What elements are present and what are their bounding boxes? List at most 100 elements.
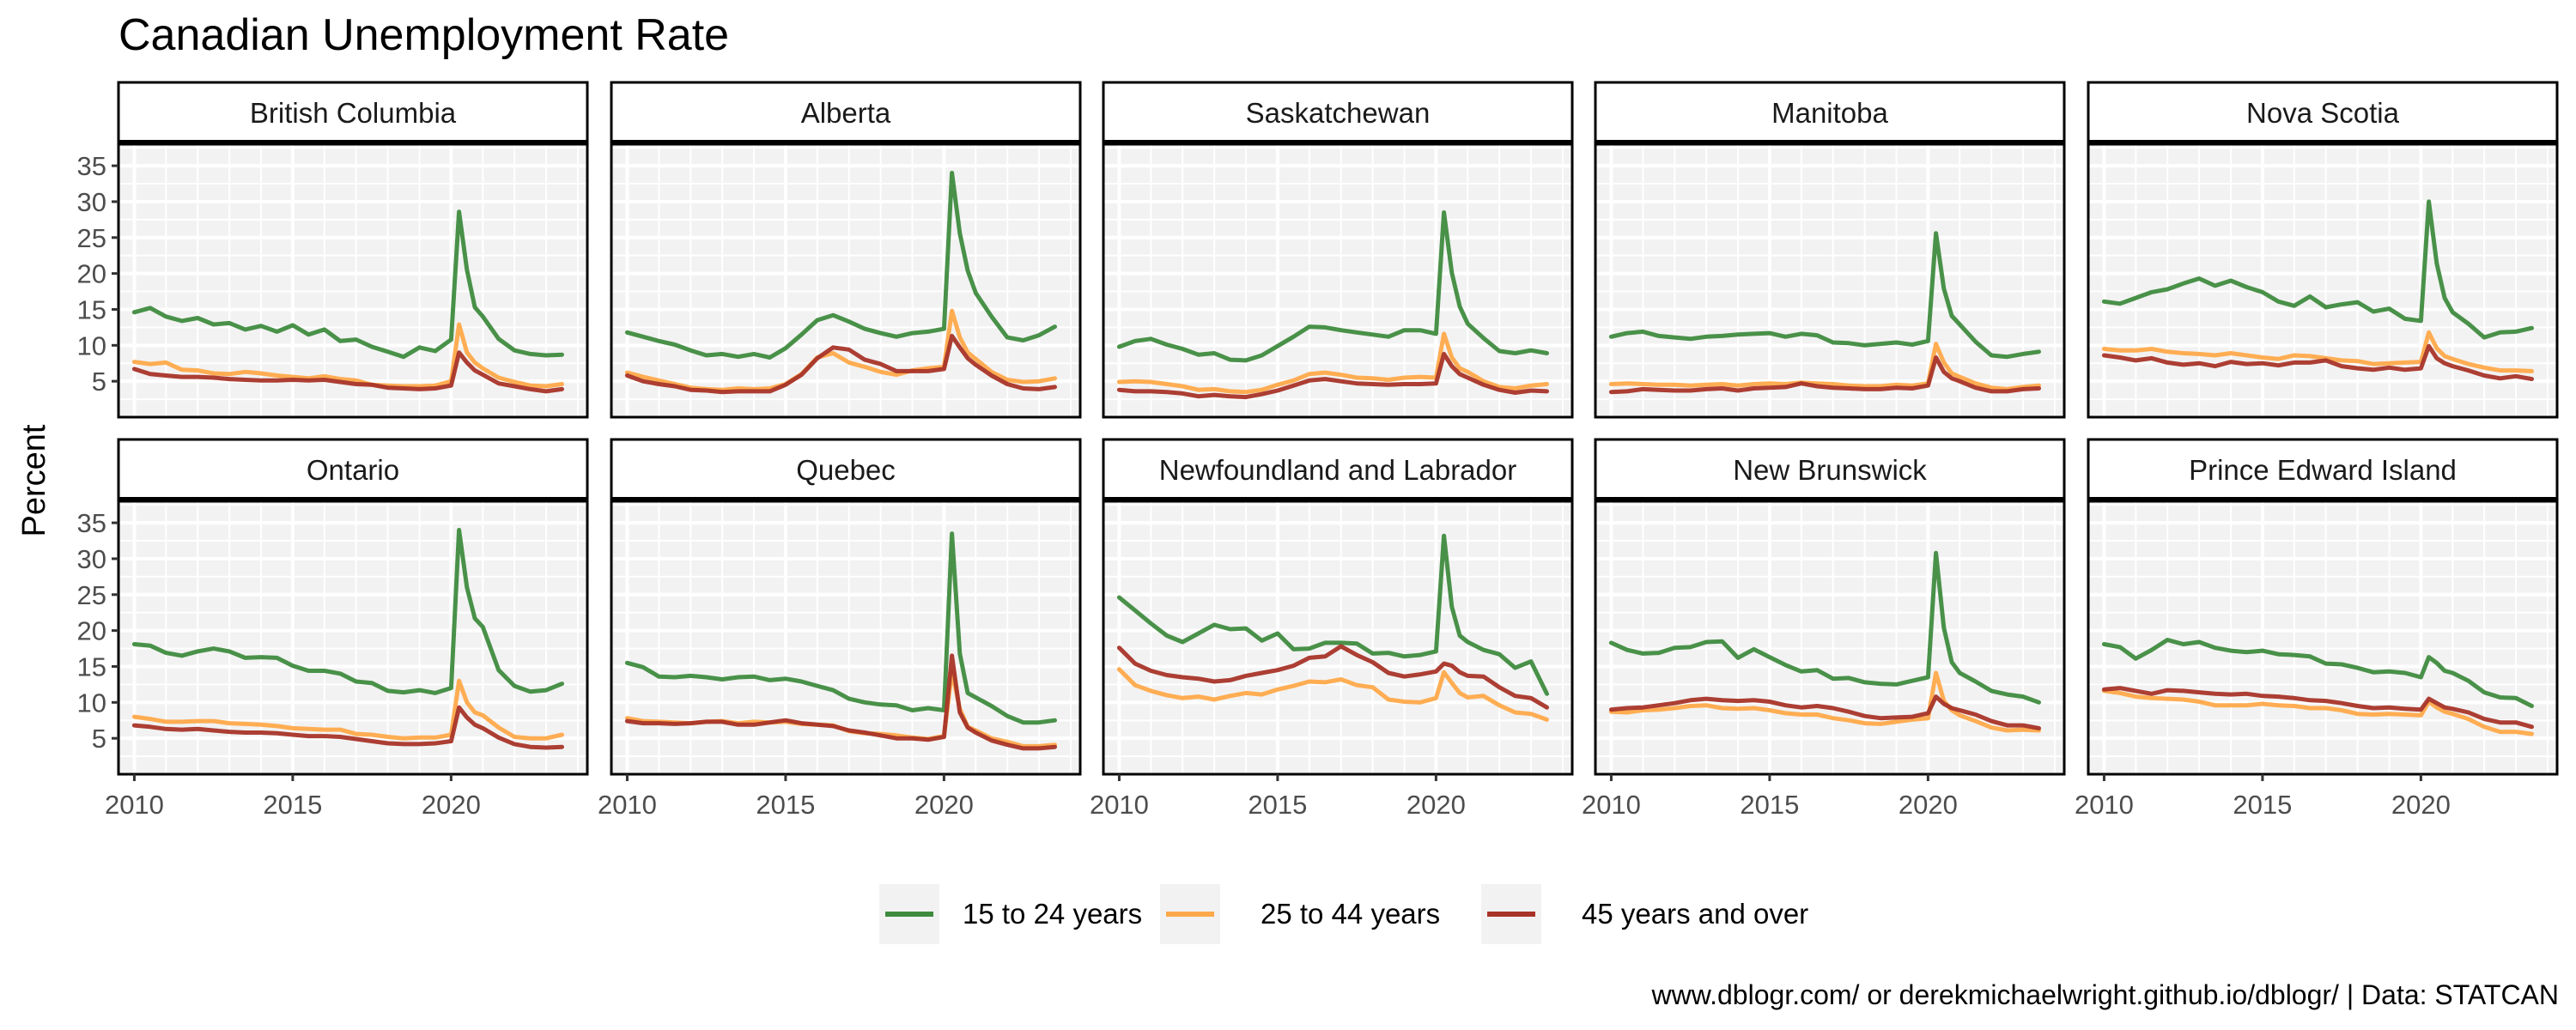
y-tick-label: 5 (92, 367, 106, 397)
legend-label: 25 to 44 years (1261, 898, 1440, 930)
series-line-1 (1116, 533, 1549, 696)
series-line-2 (1116, 667, 1549, 722)
series-line-1 (131, 528, 564, 695)
series-line-1 (1116, 210, 1549, 363)
panel-border (1594, 142, 2066, 419)
facet-panel: Ontario 5 10 15 20 25 30 35 2010 2015 2020 (77, 438, 589, 820)
x-tick-label: 2010 (1090, 790, 1149, 820)
x-tick-label: 2020 (914, 790, 974, 820)
series-line-3 (2101, 686, 2534, 730)
facet-label: Nova Scotia (2246, 97, 2400, 129)
panel-border (1594, 500, 2066, 776)
y-tick-label: 10 (77, 330, 106, 360)
x-tick-label: 2010 (1582, 790, 1641, 820)
facet-label: Quebec (796, 454, 896, 486)
y-tick-label: 15 (77, 294, 106, 324)
plot-background (1103, 144, 1572, 417)
series-line-3 (131, 705, 564, 750)
facet-label: Manitoba (1771, 97, 1888, 129)
chart-caption: www.dblogr.com/ or derekmichaelwright.gi… (1651, 979, 2559, 1010)
facet-panel: Alberta (610, 81, 1082, 419)
series-line-2 (2101, 330, 2534, 373)
facet-label: Alberta (801, 97, 891, 129)
facet-panel: Prince Edward Island 2010 2015 2020 (2075, 438, 2559, 820)
facet-label: British Columbia (250, 97, 457, 129)
x-tick-label: 2020 (422, 790, 481, 820)
legend-label: 45 years and over (1582, 898, 1808, 930)
facet-panels: British Columbia 5 10 15 20 25 30 35 Alberta Sask… (77, 81, 2559, 820)
facet-strip (610, 81, 1082, 144)
facet-strip (1594, 438, 2066, 501)
facet-label: New Brunswick (1733, 454, 1927, 486)
x-tick-label: 2020 (2391, 790, 2451, 820)
plot-background (611, 501, 1080, 774)
series-line-3 (1608, 694, 2041, 730)
series-line-1 (624, 531, 1057, 725)
y-tick-label: 5 (92, 724, 106, 754)
panel-border (1102, 142, 1574, 419)
facet-strip (610, 438, 1082, 501)
x-tick-label: 2010 (2075, 790, 2134, 820)
facet-panel: Newfoundland and Labrador 2010 2015 2020 (1090, 438, 1574, 820)
y-tick-label: 35 (77, 151, 106, 181)
series-line-2 (1608, 670, 2041, 733)
y-tick-label: 20 (77, 616, 106, 646)
plot-background (1595, 144, 2064, 417)
x-tick-label: 2015 (756, 790, 815, 820)
facet-strip (117, 438, 589, 501)
series-line-3 (2101, 343, 2534, 382)
series-line-2 (1116, 331, 1549, 395)
facet-strip (117, 81, 589, 144)
facet-label: Saskatchewan (1246, 97, 1431, 129)
facet-panel: British Columbia 5 10 15 20 25 30 35 (77, 81, 589, 419)
panel-border (610, 500, 1082, 776)
facet-label: Prince Edward Island (2189, 454, 2457, 486)
legend: 15 to 24 years 25 to 44 years 45 years and… (879, 884, 1808, 944)
legend-entry: 45 years and over (1481, 884, 1808, 944)
legend-entry: 25 to 44 years (1160, 884, 1440, 944)
facet-label: Ontario (307, 454, 399, 486)
series-line-3 (624, 333, 1057, 395)
facet-panel: Saskatchewan (1102, 81, 1574, 419)
y-tick-label: 20 (77, 259, 106, 289)
plot-background (2088, 501, 2557, 774)
legend-entry: 15 to 24 years (879, 884, 1142, 944)
series-line-3 (624, 653, 1057, 751)
x-tick-label: 2015 (263, 790, 322, 820)
x-tick-label: 2015 (2233, 790, 2292, 820)
y-axis-label: Percent (16, 424, 52, 536)
plot-background (1103, 501, 1572, 774)
series-line-1 (131, 209, 564, 360)
x-tick-label: 2010 (105, 790, 164, 820)
series-line-1 (1608, 231, 2041, 360)
facet-strip (2087, 81, 2559, 144)
y-tick-label: 25 (77, 223, 106, 253)
chart-title: Canadian Unemployment Rate (118, 10, 729, 60)
plot-background (611, 144, 1080, 417)
series-line-2 (131, 678, 564, 741)
facet-strip (1102, 438, 1574, 501)
facet-strip (1594, 81, 2066, 144)
series-line-1 (2101, 199, 2534, 340)
plot-background (1595, 501, 2064, 774)
panel-border (610, 142, 1082, 419)
facet-panel: Manitoba (1594, 81, 2066, 419)
series-line-3 (1608, 355, 2041, 395)
series-line-3 (1116, 644, 1549, 710)
series-line-3 (1116, 351, 1549, 400)
series-line-1 (1608, 550, 2041, 705)
legend-label: 15 to 24 years (963, 898, 1142, 930)
facet-panel: Quebec 2010 2015 2020 (598, 438, 1082, 820)
panel-border (2087, 500, 2559, 776)
x-tick-label: 2010 (598, 790, 657, 820)
x-tick-label: 2015 (1740, 790, 1799, 820)
series-line-2 (2101, 688, 2534, 736)
y-tick-label: 30 (77, 187, 106, 217)
series-line-1 (2101, 638, 2534, 708)
facet-label: Newfoundland and Labrador (1159, 454, 1516, 486)
series-line-3 (131, 350, 564, 394)
facet-panel: New Brunswick 2010 2015 2020 (1582, 438, 2066, 820)
y-tick-label: 25 (77, 580, 106, 610)
